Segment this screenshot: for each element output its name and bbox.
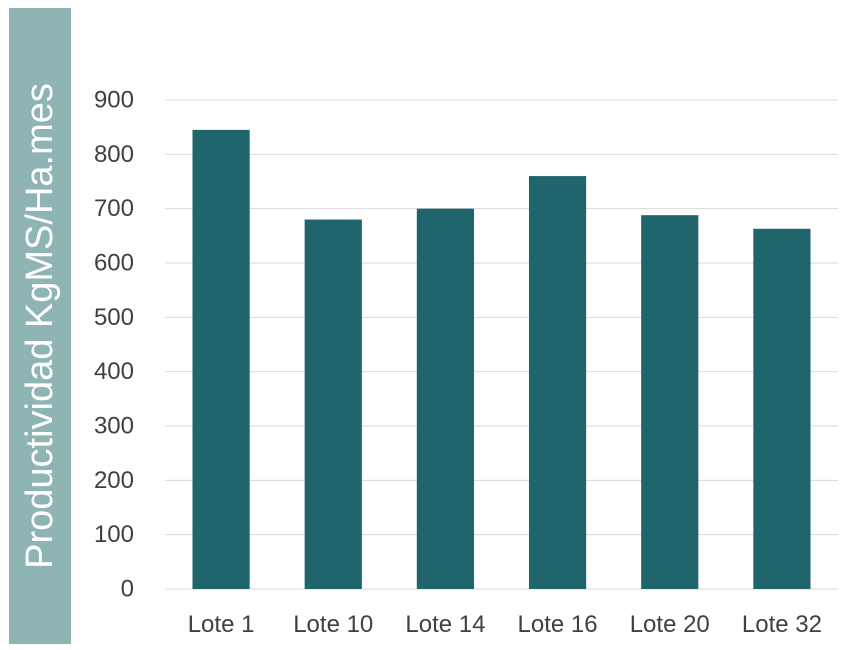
- y-tick-label: 500: [94, 304, 134, 331]
- y-tick-label: 100: [94, 521, 134, 548]
- y-tick-label: 700: [94, 195, 134, 222]
- x-axis-ticks: Lote 1 Lote 10 Lote 14 Lote 16 Lote 20 Lote 3…: [188, 611, 822, 638]
- y-axis-ticks: 0 100 200 300 400 500 600 700 800 900: [94, 87, 134, 603]
- bar: [753, 228, 811, 589]
- bar: [416, 208, 475, 589]
- bars: [192, 129, 811, 590]
- x-tick-label: Lote 14: [405, 611, 485, 638]
- x-tick-label: Lote 16: [518, 611, 598, 638]
- y-tick-label: 200: [94, 467, 134, 494]
- bar: [528, 176, 587, 590]
- bar: [304, 219, 362, 590]
- x-tick-label: Lote 1: [188, 611, 255, 638]
- y-tick-label: 800: [94, 141, 134, 168]
- y-tick-label: 600: [94, 250, 134, 277]
- x-tick-label: Lote 32: [742, 611, 822, 638]
- x-tick-label: Lote 20: [630, 611, 710, 638]
- y-tick-label: 0: [121, 576, 134, 603]
- gridlines: [165, 99, 838, 590]
- y-tick-label: 300: [94, 413, 134, 440]
- bar: [192, 129, 250, 589]
- x-tick-label: Lote 10: [293, 611, 373, 638]
- y-axis-label: Productividad KgMS/Ha.mes: [19, 83, 61, 569]
- y-axis-label-band: [9, 8, 71, 644]
- bar: [641, 215, 699, 590]
- y-tick-label: 900: [94, 87, 134, 114]
- y-tick-label: 400: [94, 358, 134, 385]
